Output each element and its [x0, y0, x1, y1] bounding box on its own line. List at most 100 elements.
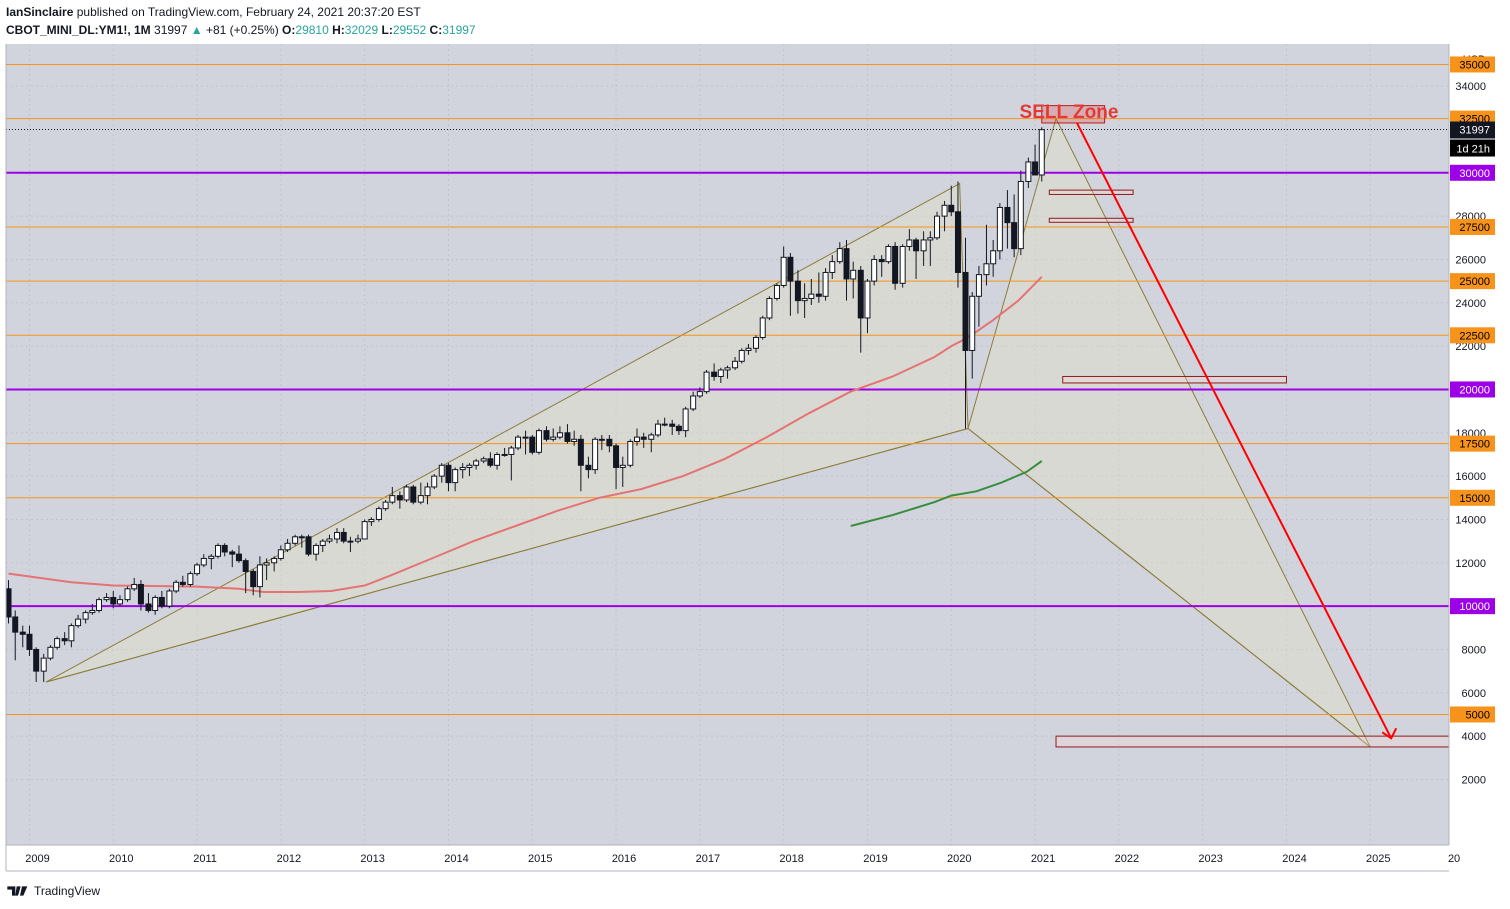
high-label: H:	[332, 23, 345, 37]
candle-body	[857, 269, 864, 319]
candle-body	[571, 438, 578, 442]
time-axis[interactable]	[6, 845, 1449, 871]
time-tick-label: 2025	[1366, 853, 1390, 865]
candle-body	[403, 486, 410, 501]
candle-body	[738, 349, 745, 362]
level-tag-label: 5000	[1466, 709, 1490, 721]
candle-body	[717, 369, 724, 377]
candle-body	[794, 280, 801, 302]
candle-body	[564, 432, 571, 442]
candle-body	[221, 544, 228, 553]
moving-averages	[8, 276, 1043, 593]
time-tick-label: 2015	[528, 853, 552, 865]
candle-body	[711, 371, 718, 377]
candle-body	[452, 469, 459, 484]
candle-body	[235, 553, 242, 562]
candle-body	[229, 551, 236, 555]
candle-body	[975, 274, 982, 297]
level-tag	[1450, 273, 1495, 290]
candle-body	[766, 297, 773, 319]
candle-body	[648, 434, 655, 440]
candle-body	[990, 250, 997, 265]
symbol-legend: CBOT_MINI_DL:YM1!, 1M 31997 ▲ +81 (+0.25…	[6, 22, 1510, 38]
level-tag	[1450, 381, 1495, 398]
open-value: 29810	[295, 23, 329, 37]
high-value: 32029	[344, 23, 379, 37]
price-tick-label: 12000	[1455, 558, 1486, 570]
candle-body	[1011, 222, 1018, 250]
level-box	[1062, 375, 1287, 384]
low-value: 29552	[392, 23, 427, 37]
candle-body	[487, 458, 494, 466]
plot-background	[6, 44, 1449, 845]
candle-body	[26, 633, 33, 650]
level-box	[1048, 189, 1134, 195]
publish-text: published on TradingView.com, February 2…	[76, 5, 421, 19]
level-tag-label: 25000	[1459, 276, 1490, 288]
candle-body	[103, 596, 110, 601]
level-tag-label: 27500	[1459, 222, 1490, 234]
candle-body	[382, 501, 389, 510]
candle-body	[82, 612, 89, 620]
candle-body	[724, 367, 731, 371]
candle-body	[753, 336, 760, 349]
candle-body	[480, 458, 487, 462]
candle-body	[654, 423, 661, 436]
candle-body	[669, 423, 676, 427]
ema-green-line	[850, 460, 1043, 527]
price-tags: 3500032500300002750025000225002000017500…	[1450, 56, 1495, 723]
time-tick-label: 2017	[696, 853, 720, 865]
countdown-label: 1d 21h	[1456, 144, 1490, 156]
horizontal-levels[interactable]	[6, 63, 1449, 715]
candle-body	[535, 430, 542, 453]
candle-body	[543, 430, 550, 440]
time-tick-label: 2012	[277, 853, 301, 865]
candle-body	[927, 237, 934, 241]
candle-body	[1038, 129, 1045, 176]
candle-body	[829, 261, 836, 273]
pattern-bd	[967, 428, 1371, 748]
candle-body	[773, 284, 780, 299]
candle-body	[703, 371, 710, 393]
footer: TradingView	[6, 880, 100, 902]
harmonic-pattern[interactable]	[45, 117, 1371, 748]
forecast-arrow-line	[1076, 122, 1393, 739]
candle-body	[424, 486, 431, 497]
candle-body	[556, 432, 563, 438]
candle-body	[145, 603, 152, 611]
candle-body	[473, 460, 480, 466]
tradingview-logo-icon[interactable]	[6, 884, 30, 898]
candle-body	[19, 631, 26, 635]
candle-body	[690, 395, 697, 410]
candle-body	[787, 256, 794, 282]
candle-body	[941, 204, 948, 217]
candle-body	[396, 495, 403, 501]
price-tick-label: 16000	[1455, 471, 1486, 483]
time-tick-label: 2021	[1031, 853, 1055, 865]
candle-body	[242, 560, 249, 572]
time-tick-label: 2024	[1282, 853, 1306, 865]
author-name[interactable]: IanSinclaire	[6, 5, 74, 19]
candle-body	[292, 536, 299, 544]
candle-body	[75, 618, 82, 627]
candle-body	[878, 258, 885, 263]
candle-body	[89, 609, 96, 614]
level-tag	[1450, 435, 1495, 452]
candle-body	[494, 453, 501, 466]
candle-body	[271, 557, 278, 564]
candle-body	[682, 408, 689, 432]
candle-body	[871, 258, 878, 282]
forecast-arrow[interactable]	[1076, 122, 1398, 740]
candle-body	[256, 564, 263, 588]
symbol-name[interactable]: CBOT_MINI_DL:YM1!, 1M	[6, 23, 151, 37]
candle-body	[319, 540, 326, 546]
candle-body	[627, 440, 634, 466]
candle-body	[305, 536, 312, 555]
time-tick-label: 2009	[25, 853, 49, 865]
brand-name[interactable]: TradingView	[34, 884, 101, 898]
candle-body	[1032, 161, 1039, 176]
candle-body	[801, 297, 808, 302]
candle-body	[906, 239, 913, 247]
time-tick-label: 2010	[109, 853, 133, 865]
